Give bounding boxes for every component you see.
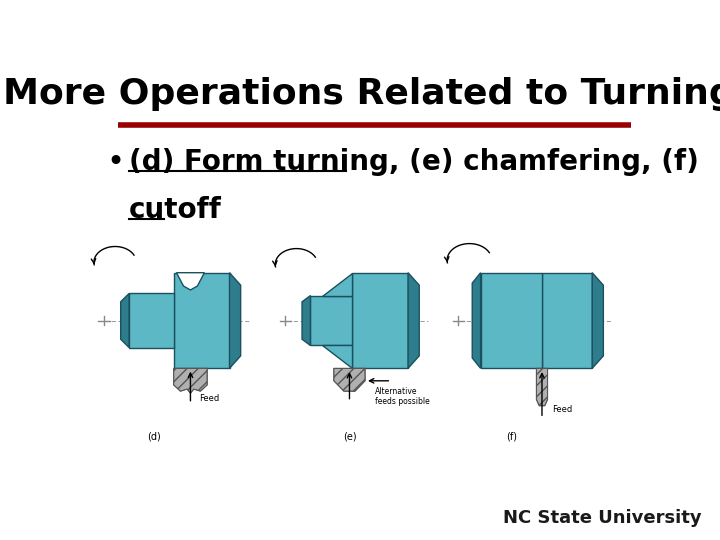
Polygon shape — [472, 273, 481, 368]
Polygon shape — [481, 273, 542, 368]
Text: Feed: Feed — [552, 406, 572, 414]
Text: cutoff: cutoff — [129, 196, 222, 224]
Polygon shape — [129, 294, 174, 348]
Polygon shape — [121, 294, 129, 348]
Polygon shape — [176, 273, 204, 290]
Text: Feed: Feed — [199, 394, 219, 403]
Polygon shape — [334, 368, 365, 391]
Polygon shape — [310, 295, 352, 346]
Polygon shape — [174, 368, 207, 393]
Polygon shape — [230, 273, 240, 368]
Polygon shape — [408, 273, 419, 368]
Text: (f): (f) — [505, 431, 517, 441]
Text: (e): (e) — [343, 431, 356, 441]
Text: (d): (d) — [148, 431, 161, 441]
Polygon shape — [593, 273, 603, 368]
Text: Alternative
feeds possible: Alternative feeds possible — [374, 387, 429, 407]
Polygon shape — [174, 273, 230, 368]
Polygon shape — [352, 273, 408, 368]
Text: More Operations Related to Turning: More Operations Related to Turning — [3, 77, 720, 111]
Polygon shape — [322, 273, 352, 295]
Polygon shape — [536, 368, 548, 406]
Text: (d) Form turning, (e) chamfering, (f): (d) Form turning, (e) chamfering, (f) — [129, 148, 699, 176]
Polygon shape — [322, 346, 352, 368]
Text: •: • — [107, 148, 125, 177]
Text: NC State University: NC State University — [503, 509, 702, 528]
Polygon shape — [302, 295, 310, 346]
Polygon shape — [542, 273, 593, 368]
